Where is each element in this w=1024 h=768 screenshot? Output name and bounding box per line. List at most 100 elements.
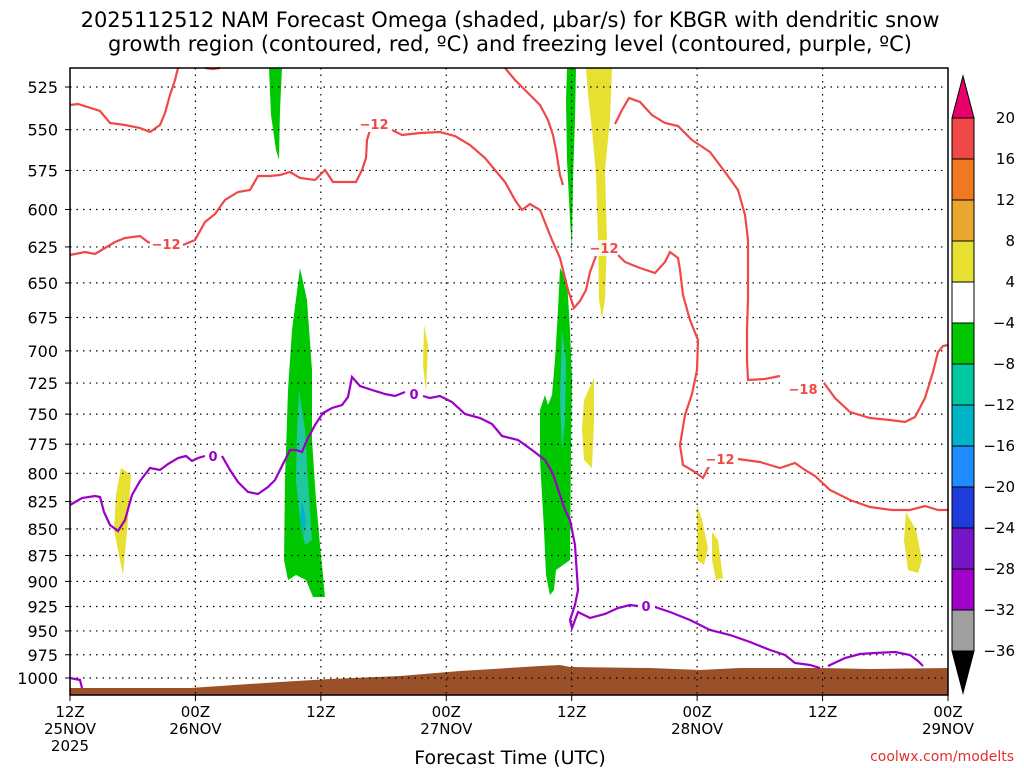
dgz-contour-cold-core <box>614 96 949 424</box>
label-bg-3 <box>590 240 618 256</box>
dgz-contour-top-right <box>504 67 565 186</box>
colorbar-segment <box>951 568 975 611</box>
omega-area-cyan-2 <box>560 330 566 450</box>
label-bg-4 <box>704 451 736 467</box>
dgz-contour-lower-right <box>737 457 948 512</box>
plot-border <box>69 67 949 696</box>
grid-lines <box>70 68 948 695</box>
label-bg-6 <box>205 448 221 464</box>
y-tick-label: 900 <box>27 572 58 591</box>
colorbar-segment <box>951 199 975 242</box>
omega-area-yellow-7 <box>904 512 922 573</box>
colorbar-tick-label: −32 <box>983 601 1015 619</box>
label-bg-2 <box>358 116 390 132</box>
colorbar-segment <box>951 404 975 447</box>
omega-area-yellow-4 <box>114 468 131 575</box>
colorbar-tick-label: 8 <box>1005 232 1015 250</box>
colorbar-tick-label: 20 <box>996 109 1015 127</box>
colorbar-bottom-triangle <box>951 650 975 695</box>
label-bg-5 <box>785 381 821 397</box>
label-bg-7 <box>406 386 422 402</box>
y-tick-label: 550 <box>27 121 58 140</box>
omega-area-green-3 <box>566 68 576 250</box>
colorbar-tick-label: −4 <box>993 314 1015 332</box>
colorbar-tick-label: −28 <box>983 560 1015 578</box>
x-tick-label: 00Z <box>682 703 711 721</box>
dgz-label-minus18: −18 <box>789 383 818 398</box>
label-bg-1 <box>150 236 182 252</box>
chart-title-line1: 2025112512 NAM Forecast Omega (shaded, μ… <box>81 8 940 32</box>
y-tick-label: 600 <box>27 200 58 219</box>
omega-area-teal-1 <box>300 500 306 535</box>
colorbar-tick-label: −36 <box>983 642 1015 660</box>
x-tick-label: 12Z <box>55 703 84 721</box>
chart-title-line2: growth region (contoured, red, ºC) and f… <box>108 32 912 56</box>
freezing-level-contours <box>69 374 924 689</box>
y-tick-label: 750 <box>27 405 58 424</box>
y-axis: 525 550 575 600 625 650 675 700 725 750 775 800 825 8… <box>17 78 70 688</box>
colorbar-segment <box>951 363 975 406</box>
y-tick-label: 825 <box>27 493 58 512</box>
colorbar-segment <box>951 527 975 570</box>
terrain <box>70 665 948 695</box>
omega-area-green-1 <box>269 68 282 160</box>
x-tick-label: 00Z <box>933 703 962 721</box>
dendritic-growth-contours <box>69 66 949 512</box>
x-tick-label: 28NOV <box>671 720 724 738</box>
omega-area-yellow-5 <box>697 505 708 565</box>
credit-text: coolwx.com/modelts <box>870 749 1014 765</box>
freezing-label-left: 0 <box>208 450 217 465</box>
freezing-level-contour-main <box>69 374 639 632</box>
contour-labels: −12 −12 −12 −12 −18 0 0 0 <box>150 116 821 615</box>
x-tick-label: 2025 <box>51 737 89 755</box>
colorbar-tick-label: −8 <box>993 355 1015 373</box>
colorbar-segment <box>951 281 975 324</box>
x-tick-label: 00Z <box>181 703 210 721</box>
omega-area-cyan-1 <box>296 390 312 545</box>
y-tick-label: 575 <box>27 161 58 180</box>
dgz-label-mid: −12 <box>590 242 619 257</box>
freezing-label-mid: 0 <box>409 388 418 403</box>
plot-area: −12 −12 −12 −12 −18 0 0 0 <box>69 66 949 696</box>
y-tick-label: 700 <box>27 342 58 361</box>
y-tick-label: 625 <box>27 238 58 257</box>
freezing-label-right: 0 <box>641 600 650 615</box>
colorbar-tick-label: −16 <box>983 437 1015 455</box>
omega-area-yellow-3 <box>582 378 594 468</box>
dgz-label-top: −12 <box>360 118 389 133</box>
y-tick-label: 775 <box>27 435 58 454</box>
colorbar-segment <box>951 117 975 160</box>
freezing-level-contour-left-stub <box>69 676 84 689</box>
colorbar-segment <box>951 445 975 488</box>
colorbar-tick-label: −12 <box>983 396 1015 414</box>
y-tick-label: 975 <box>27 646 58 665</box>
colorbar-tick-label: −24 <box>983 519 1015 537</box>
x-tick-label: 12Z <box>557 703 586 721</box>
y-tick-label: 675 <box>27 309 58 328</box>
label-bg-8 <box>638 598 654 614</box>
dgz-contour-main-upper <box>69 129 717 480</box>
x-tick-label: 00Z <box>432 703 461 721</box>
y-tick-label: 800 <box>27 464 58 483</box>
colorbar-tick-label: −20 <box>983 478 1015 496</box>
colorbar-segment <box>951 240 975 283</box>
colorbar-segment <box>951 609 975 652</box>
freezing-level-contour-right <box>654 605 924 670</box>
x-tick-label: 25NOV <box>44 720 97 738</box>
omega-area-yellow-6 <box>712 532 723 580</box>
x-tick-label: 12Z <box>306 703 335 721</box>
y-tick-label: 1000 <box>17 669 58 688</box>
colorbar-top-triangle <box>951 74 975 119</box>
dgz-label-left: −12 <box>152 238 181 253</box>
colorbar-segment <box>951 158 975 201</box>
colorbar-segment <box>951 486 975 529</box>
x-tick-label: 27NOV <box>420 720 473 738</box>
y-tick-label: 925 <box>27 597 58 616</box>
y-tick-label: 725 <box>27 374 58 393</box>
omega-shading <box>114 68 922 597</box>
colorbar: 20 16 12 8 4 −4 −8 −12 −16 −20 −24 −28 −32 −36 <box>951 74 1015 695</box>
x-tick-label: 12Z <box>808 703 837 721</box>
dgz-label-lower: −12 <box>706 453 735 468</box>
